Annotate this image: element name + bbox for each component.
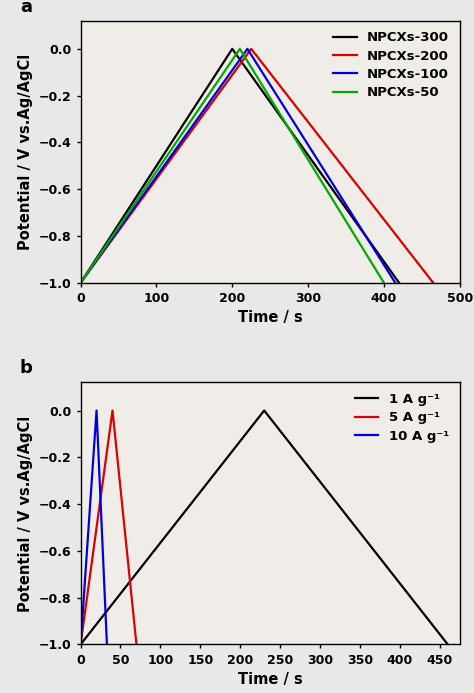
Legend: NPCXs-300, NPCXs-200, NPCXs-100, NPCXs-50: NPCXs-300, NPCXs-200, NPCXs-100, NPCXs-5… — [329, 28, 453, 103]
10 A g⁻¹ — [104, 640, 110, 649]
NPCXs-50 — [381, 279, 387, 287]
X-axis label: Time / s: Time / s — [238, 672, 302, 687]
Legend: 1 A g⁻¹, 5 A g⁻¹, 10 A g⁻¹: 1 A g⁻¹, 5 A g⁻¹, 10 A g⁻¹ — [351, 389, 453, 446]
NPCXs-300 — [78, 279, 83, 287]
NPCXs-200 — [430, 279, 436, 287]
10 A g⁻¹ — [94, 406, 100, 414]
10 A g⁻¹ — [78, 640, 83, 649]
Y-axis label: Potential / V vs.Ag/AgCl: Potential / V vs.Ag/AgCl — [18, 53, 33, 250]
Line: NPCXs-300: NPCXs-300 — [81, 49, 399, 283]
Line: NPCXs-100: NPCXs-100 — [81, 49, 395, 283]
5 A g⁻¹ — [78, 640, 83, 649]
NPCXs-300 — [229, 45, 235, 53]
NPCXs-100 — [78, 279, 83, 287]
Text: a: a — [20, 0, 32, 15]
1 A g⁻¹ — [445, 640, 451, 649]
NPCXs-50 — [237, 45, 243, 53]
1 A g⁻¹ — [261, 406, 267, 414]
NPCXs-200 — [248, 45, 254, 53]
Line: NPCXs-50: NPCXs-50 — [81, 49, 384, 283]
NPCXs-100 — [392, 279, 398, 287]
Line: 1 A g⁻¹: 1 A g⁻¹ — [81, 410, 448, 644]
1 A g⁻¹ — [78, 640, 83, 649]
NPCXs-100 — [245, 45, 250, 53]
5 A g⁻¹ — [134, 640, 139, 649]
Y-axis label: Potential / V vs.Ag/AgCl: Potential / V vs.Ag/AgCl — [18, 415, 33, 612]
NPCXs-50 — [78, 279, 83, 287]
Line: NPCXs-200: NPCXs-200 — [81, 49, 433, 283]
NPCXs-300 — [396, 279, 402, 287]
Line: 10 A g⁻¹: 10 A g⁻¹ — [81, 410, 107, 644]
Line: 5 A g⁻¹: 5 A g⁻¹ — [81, 410, 137, 644]
Text: b: b — [20, 359, 33, 377]
X-axis label: Time / s: Time / s — [238, 310, 302, 326]
NPCXs-200 — [78, 279, 83, 287]
5 A g⁻¹ — [109, 406, 115, 414]
